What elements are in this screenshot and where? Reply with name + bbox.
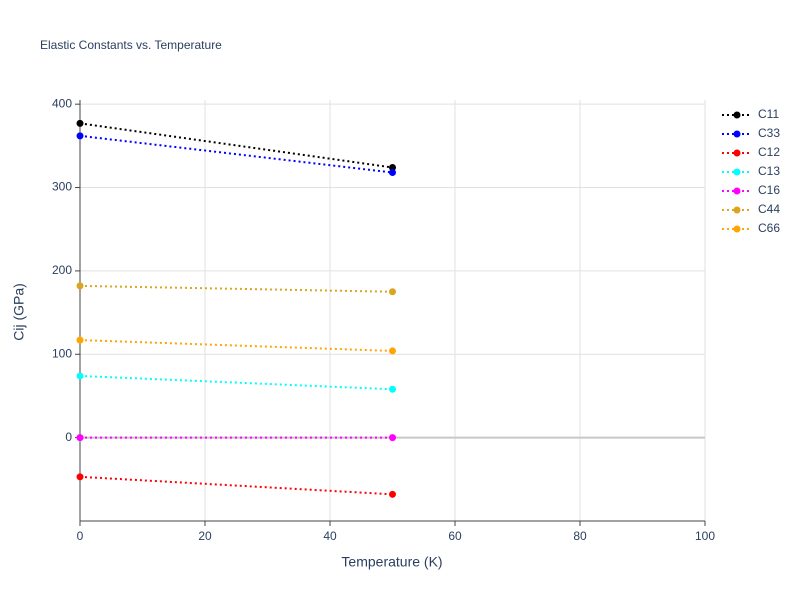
x-tick-label: 100 — [695, 529, 715, 543]
y-tick-label: 300 — [52, 180, 72, 194]
legend-marker — [733, 111, 741, 119]
legend-label: C12 — [758, 145, 780, 159]
y-tick-label: 400 — [52, 96, 72, 110]
data-point — [389, 490, 396, 498]
data-point — [76, 434, 84, 442]
x-axis-title: Temperature (K) — [341, 554, 442, 570]
series-line — [79, 339, 393, 352]
y-tick-label: 100 — [52, 346, 72, 360]
data-point — [76, 473, 84, 481]
data-point — [389, 385, 396, 393]
series-line — [79, 284, 393, 293]
legend-marker — [733, 187, 741, 195]
x-tick-label: 40 — [323, 529, 337, 543]
data-point — [76, 372, 84, 380]
legend-marker — [733, 149, 741, 157]
data-point — [76, 132, 84, 140]
legend-label: C66 — [758, 221, 780, 235]
y-tick-label: 200 — [52, 263, 72, 277]
data-point — [76, 336, 84, 344]
series-line — [79, 374, 393, 391]
series-line — [79, 134, 393, 174]
legend-label: C11 — [758, 107, 779, 121]
data-point — [389, 288, 396, 296]
data-point — [76, 282, 84, 290]
y-axis-title: Cij (GPa) — [11, 283, 27, 341]
series-line — [79, 475, 393, 496]
y-tick-label: 0 — [65, 430, 72, 444]
data-point — [389, 169, 396, 177]
chart-title: Elastic Constants vs. Temperature — [40, 38, 222, 52]
x-tick-label: 60 — [448, 529, 462, 543]
data-point — [389, 434, 396, 442]
legend-marker — [733, 225, 741, 233]
legend-label: C16 — [758, 183, 780, 197]
data-point — [389, 164, 396, 172]
legend-marker — [733, 206, 741, 214]
legend-label: C13 — [758, 164, 780, 178]
x-tick-label: 20 — [198, 529, 212, 543]
legend-marker — [733, 130, 741, 138]
legend-label: C44 — [758, 202, 780, 216]
data-point — [76, 119, 84, 127]
x-tick-label: 0 — [77, 529, 84, 543]
legend-marker — [733, 168, 741, 176]
x-tick-label: 80 — [573, 529, 587, 543]
legend-label: C33 — [758, 126, 780, 140]
series-line — [79, 122, 393, 169]
data-point — [389, 347, 396, 355]
